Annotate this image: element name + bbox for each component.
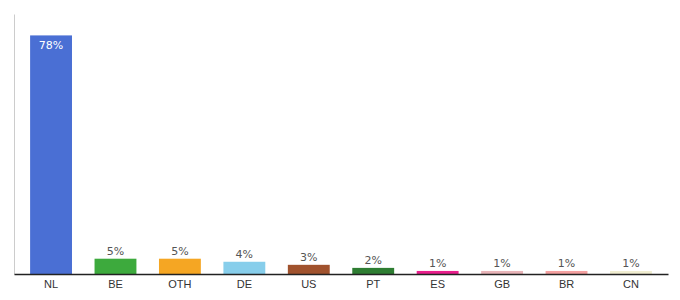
bar [30,35,72,274]
bar [352,268,394,274]
x-tick: US [301,278,316,290]
x-tick-label: BR [559,278,574,290]
data-label: 1% [622,257,639,270]
x-tick: NL [44,278,58,290]
data-labels: 78% 5% 5% 4% 3% 2% 1% 1% 1% 1% [39,39,640,270]
x-tick: ES [430,278,445,290]
x-tick: OTH [168,278,191,290]
x-tick-label: CN [623,278,639,290]
bar [610,271,652,274]
data-label: 1% [429,257,446,270]
bars [30,35,652,274]
x-tick: BR [559,278,574,290]
x-tick-label: OTH [168,278,191,290]
x-tick-label: BE [108,278,123,290]
x-tick-label: NL [44,278,58,290]
chart-container: NL BE OTH DE US PT ES GB BR CN 78% 5% 5% 4% 3% 2% 1% 1% 1%… [0,0,680,300]
data-label: 4% [236,248,253,261]
bar [546,271,588,274]
data-label: 1% [558,257,575,270]
x-tick: BE [108,278,123,290]
x-tick: CN [623,278,639,290]
chart-svg: NL BE OTH DE US PT ES GB BR CN 78% 5% 5% 4% 3% 2% 1% 1% 1%… [0,0,680,300]
x-axis: NL BE OTH DE US PT ES GB BR CN [15,275,669,290]
data-label: 2% [364,254,381,267]
bar [417,271,459,274]
x-tick-label: PT [366,278,380,290]
data-label: 3% [300,251,317,264]
bar [481,271,523,274]
bar [95,259,137,274]
plot-area: NL BE OTH DE US PT ES GB BR CN 78% 5% 5% 4% 3% 2% 1% 1% 1%… [15,15,669,290]
data-label: 1% [493,257,510,270]
x-tick: PT [366,278,380,290]
x-tick: GB [494,278,510,290]
x-tick-label: US [301,278,316,290]
x-tick: DE [237,278,252,290]
data-label: 5% [171,245,188,258]
x-tick-label: DE [237,278,252,290]
data-label: 78% [39,39,63,52]
x-tick-label: GB [494,278,510,290]
x-axis-line [15,274,669,276]
data-label: 5% [107,245,124,258]
y-axis-line [14,15,15,275]
y-axis [14,15,15,275]
bar [159,259,201,274]
bar [288,265,330,274]
bar [223,262,265,274]
x-tick-label: ES [430,278,445,290]
